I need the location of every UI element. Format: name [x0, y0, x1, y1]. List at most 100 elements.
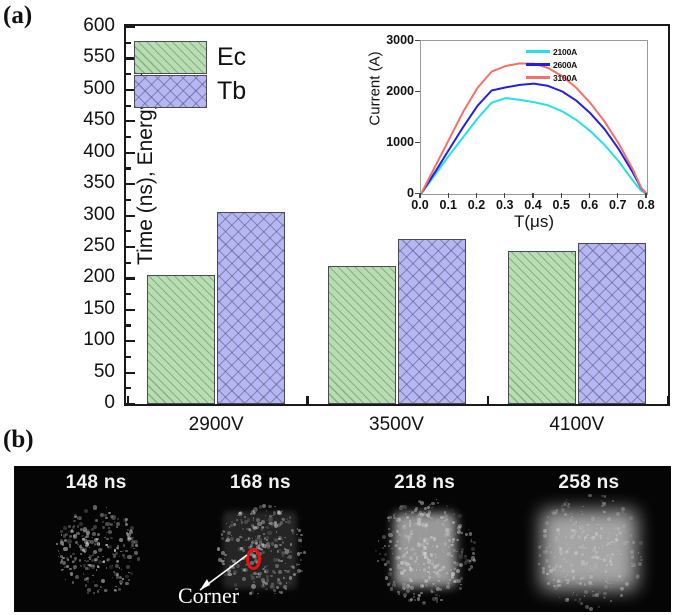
- speckle: [91, 527, 95, 531]
- speckle: [417, 594, 421, 598]
- speckle: [235, 519, 238, 522]
- speckle: [458, 554, 463, 559]
- speckle: [129, 560, 131, 562]
- speckle: [418, 598, 420, 600]
- speckle: [431, 545, 434, 548]
- speckle: [298, 537, 302, 542]
- speckle: [392, 513, 396, 517]
- speckle: [265, 510, 268, 512]
- speckle: [451, 508, 454, 511]
- speckle: [285, 518, 288, 520]
- speckle: [434, 571, 439, 576]
- speckle: [421, 584, 424, 588]
- speckle: [300, 569, 303, 573]
- speckle: [408, 519, 412, 523]
- speckle: [418, 533, 421, 535]
- speckle: [403, 593, 407, 597]
- speckle: [87, 587, 91, 592]
- speckle: [424, 554, 429, 559]
- speckle: [288, 554, 293, 559]
- speckle: [540, 535, 543, 537]
- speckle: [422, 545, 428, 550]
- corner-marker-ellipse-icon: [246, 548, 261, 570]
- inset-line-chart: Current (A) 0 1000 2000 3000 0.0 0.1 0.2 0.3 0.4…: [358, 32, 664, 237]
- speckle: [580, 527, 583, 530]
- speckle: [398, 593, 401, 595]
- speckle: [69, 555, 73, 558]
- speckle: [397, 517, 402, 521]
- speckle: [393, 544, 396, 547]
- speckle: [460, 583, 462, 586]
- speckle: [432, 597, 437, 601]
- speckle: [234, 519, 236, 522]
- speckle: [410, 579, 413, 582]
- speckle: [248, 529, 252, 533]
- x-tick-mark: [486, 396, 489, 404]
- speckle: [441, 550, 445, 553]
- speckle: [254, 540, 258, 544]
- speckle: [60, 558, 64, 562]
- speckle: [440, 598, 443, 602]
- speckle: [252, 538, 254, 540]
- speckle: [102, 526, 106, 530]
- speckle: [446, 572, 449, 575]
- speckle: [251, 524, 254, 527]
- speckle: [382, 535, 386, 540]
- speckle: [578, 598, 582, 601]
- speckle: [579, 577, 583, 580]
- speckle: [122, 578, 125, 581]
- inset-x-tick-label: 0.1: [439, 198, 457, 212]
- speckle: [113, 549, 117, 553]
- speckle: [276, 531, 278, 533]
- speckle: [449, 543, 452, 547]
- speckle: [108, 527, 110, 529]
- speckle: [420, 523, 426, 528]
- speckle: [126, 536, 130, 540]
- speckle: [433, 537, 437, 541]
- speckle: [563, 512, 568, 516]
- speckle: [255, 525, 259, 530]
- speckle: [264, 583, 267, 586]
- speckle: [240, 521, 244, 524]
- speckle: [104, 513, 108, 517]
- speckle: [603, 591, 607, 596]
- bar-ec-3500V: [327, 266, 396, 404]
- speckle: [251, 584, 256, 589]
- speckle: [629, 562, 632, 564]
- speckle: [116, 522, 120, 526]
- speckle: [268, 517, 273, 522]
- plasma-core: [223, 511, 298, 589]
- inset-x-tick-label: 0.4: [524, 198, 542, 212]
- speckle: [263, 526, 265, 528]
- speckle: [552, 509, 555, 512]
- speckle: [122, 554, 125, 558]
- speckle: [248, 537, 251, 540]
- speckle: [415, 557, 419, 561]
- speckle: [117, 547, 119, 550]
- speckle: [291, 565, 295, 569]
- speckle: [129, 529, 134, 534]
- speckle: [414, 559, 417, 563]
- speckle: [96, 590, 100, 594]
- speckle: [564, 579, 567, 581]
- speckle: [418, 541, 420, 544]
- speckle: [244, 515, 247, 518]
- speckle: [61, 556, 65, 560]
- speckle: [588, 574, 593, 580]
- speckle: [547, 543, 550, 546]
- speckle: [424, 541, 427, 544]
- speckle: [610, 552, 614, 556]
- speckle: [397, 536, 399, 539]
- speckle: [241, 549, 245, 552]
- speckle: [240, 534, 242, 536]
- speckle: [76, 525, 79, 528]
- speckle: [393, 516, 396, 520]
- speckle: [290, 528, 294, 532]
- speckle: [274, 523, 279, 528]
- speckle: [400, 560, 405, 565]
- inset-curve-2100A: [421, 97, 647, 194]
- speckle: [583, 547, 587, 550]
- inset-x-tick-label: 0.6: [580, 198, 599, 212]
- speckle: [69, 535, 72, 538]
- speckle: [559, 547, 562, 550]
